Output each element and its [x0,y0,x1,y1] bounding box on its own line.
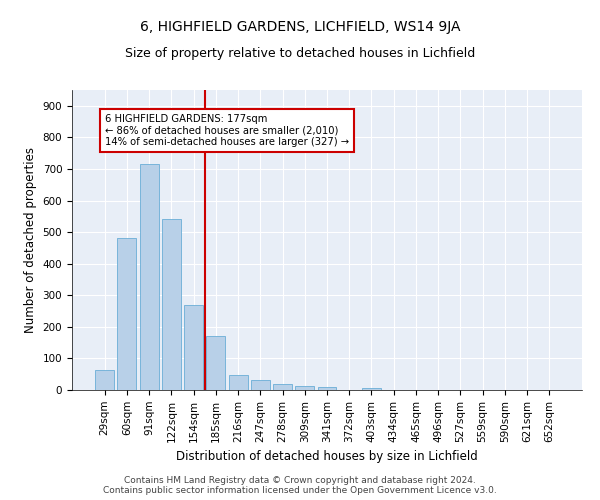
X-axis label: Distribution of detached houses by size in Lichfield: Distribution of detached houses by size … [176,450,478,463]
Text: Contains HM Land Registry data © Crown copyright and database right 2024.
Contai: Contains HM Land Registry data © Crown c… [103,476,497,495]
Bar [229,375,248,390]
Text: Size of property relative to detached houses in Lichfield: Size of property relative to detached ho… [125,48,475,60]
Bar [95,370,114,390]
Text: 6 HIGHFIELD GARDENS: 177sqm
← 86% of detached houses are smaller (2,010)
14% of : 6 HIGHFIELD GARDENS: 177sqm ← 86% of det… [105,114,349,147]
Bar [140,164,158,390]
Bar [273,384,292,390]
Bar [317,387,337,390]
Bar [118,238,136,390]
Bar [251,380,270,390]
Bar [295,386,314,390]
Y-axis label: Number of detached properties: Number of detached properties [24,147,37,333]
Bar [362,388,381,390]
Text: 6, HIGHFIELD GARDENS, LICHFIELD, WS14 9JA: 6, HIGHFIELD GARDENS, LICHFIELD, WS14 9J… [140,20,460,34]
Bar [184,304,203,390]
Bar [206,336,225,390]
Bar [162,220,181,390]
